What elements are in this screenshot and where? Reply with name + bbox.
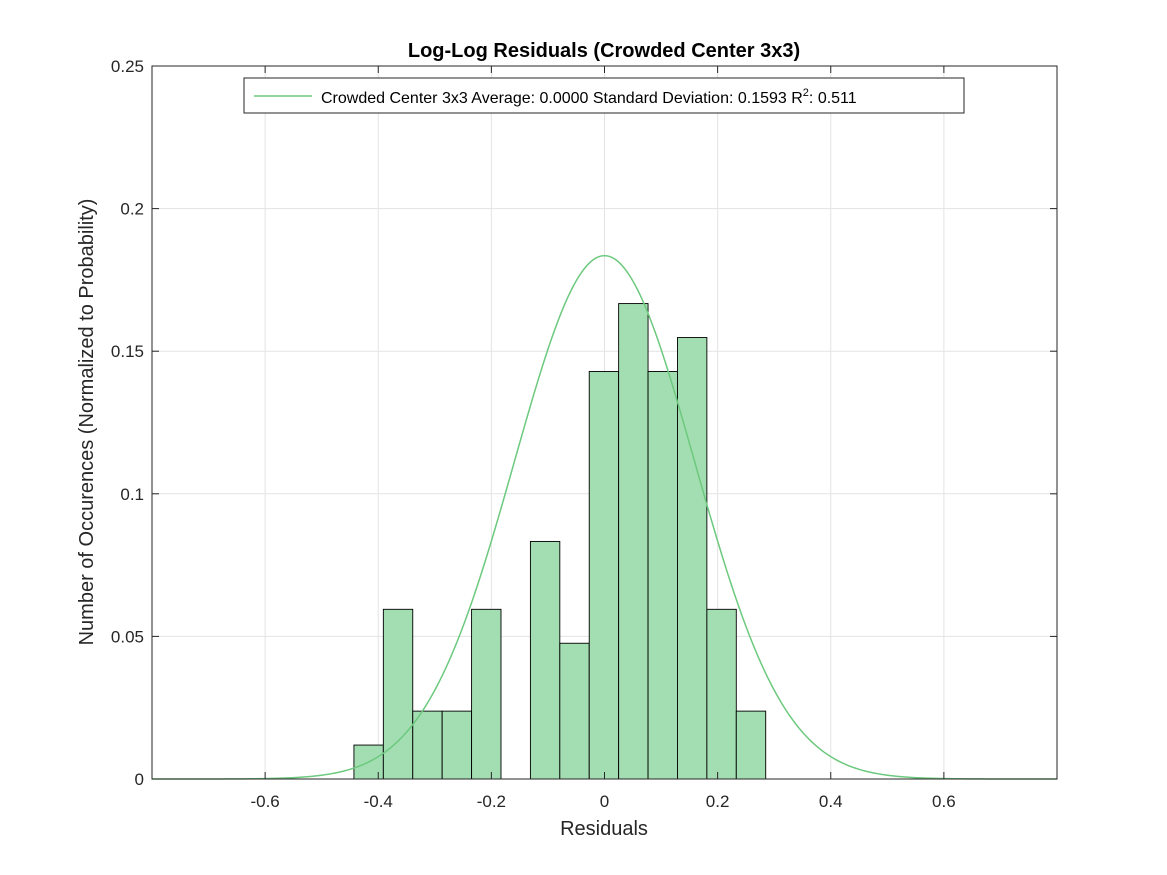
legend-entry: Crowded Center 3x3 Average: 0.0000 Stand… (321, 87, 857, 107)
legend-entry-main: Crowded Center 3x3 Average: 0.0000 Stand… (321, 90, 803, 107)
y-tick-label: 0.25 (111, 57, 144, 76)
grid-lines (152, 66, 1057, 779)
histogram-bar (412, 710, 443, 780)
histogram-bar (618, 303, 649, 780)
histogram-bar (529, 540, 561, 780)
y-tick-label: 0.1 (120, 485, 144, 504)
histogram-bar (735, 710, 767, 780)
x-tick-label: -0.4 (364, 792, 393, 811)
histogram-bars (353, 303, 767, 780)
x-tick-label: 0.6 (932, 792, 956, 811)
x-tick-label: 0 (600, 792, 609, 811)
y-tick-label: 0.15 (111, 342, 144, 361)
x-tick-label: -0.2 (477, 792, 506, 811)
histogram-bar (677, 337, 708, 780)
legend-entry-superscript: 2 (803, 87, 809, 99)
histogram-bar (471, 608, 502, 780)
legend: Crowded Center 3x3 Average: 0.0000 Stand… (243, 77, 965, 114)
y-tick-label: 0 (135, 770, 144, 789)
legend-entry-tail: : 0.511 (809, 90, 857, 107)
histogram-bar (706, 608, 737, 780)
x-tick-label: 0.4 (819, 792, 843, 811)
x-axis-label: Residuals (560, 818, 648, 840)
y-tick-label: 0.2 (120, 200, 144, 219)
axis-ticks: -0.6 -0.4 -0.2 0 0.2 0.4 0.6 0 0.05 0.1 0.15 0.2 0.2… (111, 57, 1057, 811)
x-tick-label: 0.2 (706, 792, 730, 811)
histogram-bar (441, 710, 473, 780)
x-tick-label: -0.6 (250, 792, 279, 811)
legend-box (243, 77, 965, 114)
normal-fit-curve (152, 254, 1057, 780)
y-tick-label: 0.05 (111, 627, 144, 646)
histogram-bar (382, 608, 414, 780)
histogram-bar (647, 370, 678, 780)
histogram-bar (588, 370, 620, 780)
chart-title: Log-Log Residuals (Crowded Center 3x3) (408, 40, 800, 62)
y-axis-label: Number of Occurences (Normalized to Prob… (76, 199, 98, 646)
histogram-bar (559, 642, 590, 780)
